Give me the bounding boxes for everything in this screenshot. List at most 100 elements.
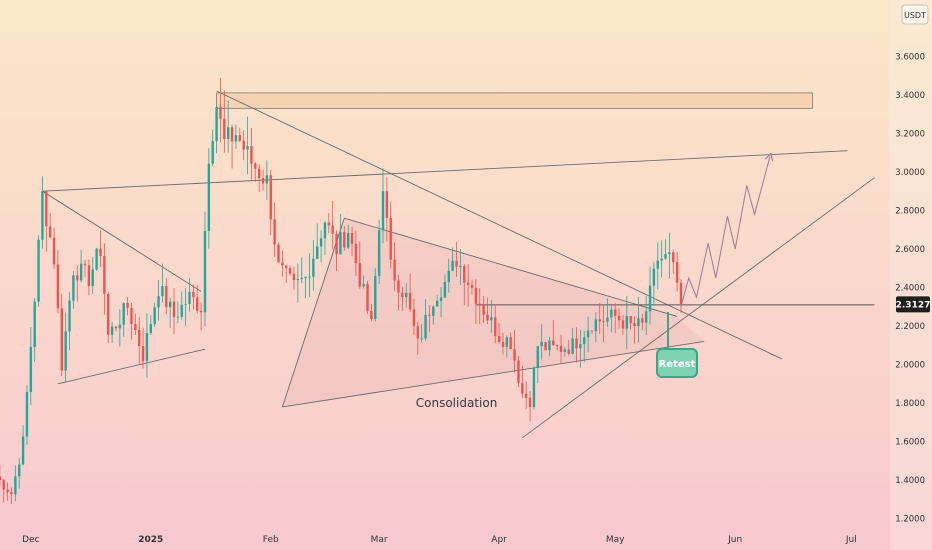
candle <box>633 316 636 344</box>
candle-body <box>354 243 358 264</box>
candle-body <box>18 464 21 477</box>
candle-body <box>668 252 671 255</box>
candle <box>6 482 9 501</box>
candle <box>288 265 292 276</box>
candle <box>571 328 574 355</box>
trend-line-triangle-bottom <box>282 341 705 408</box>
candle-body <box>435 300 439 307</box>
candle-body <box>664 254 667 259</box>
candle-body <box>52 237 56 265</box>
candle-body <box>559 345 563 352</box>
candle-body <box>227 127 230 140</box>
candle <box>346 224 350 250</box>
candle <box>33 298 36 363</box>
time-tick-label: Dec <box>22 535 39 545</box>
trend-line-dec-pennant-bottom <box>57 348 206 385</box>
candle-body <box>389 217 392 260</box>
candle-body <box>103 255 106 295</box>
candle <box>196 284 199 314</box>
candle <box>238 127 242 143</box>
candle <box>563 347 567 357</box>
candle <box>528 390 532 422</box>
price-tick-label: 1.4000 <box>895 476 925 486</box>
candle <box>176 301 180 323</box>
last-price-badge: 2.3127 <box>896 296 930 313</box>
candle <box>497 323 501 344</box>
candle-body <box>501 341 505 347</box>
candle <box>354 230 358 276</box>
candle <box>199 302 203 331</box>
candle-body <box>95 248 98 270</box>
candle-body <box>288 267 292 274</box>
candle-body <box>509 337 512 350</box>
candle-body <box>110 326 114 335</box>
candle-body <box>343 232 346 248</box>
candle-body <box>470 284 474 288</box>
candle-body <box>482 304 485 315</box>
candle <box>110 321 114 344</box>
candle <box>435 294 439 307</box>
candle <box>76 265 79 302</box>
price-tick-label: 3.0000 <box>895 168 925 178</box>
candle-body <box>610 309 613 318</box>
candle-body <box>316 246 319 259</box>
projected-path-arrow <box>680 157 770 307</box>
candle-body <box>215 107 218 142</box>
candle-body <box>196 297 199 311</box>
candle <box>153 302 156 328</box>
resistance-zone <box>216 92 813 109</box>
candle <box>87 259 91 296</box>
candle-body <box>466 282 470 285</box>
candle <box>509 332 512 350</box>
candle <box>60 294 63 377</box>
candle-body <box>72 275 75 301</box>
candle <box>370 303 373 322</box>
candle-body <box>497 336 501 342</box>
candle <box>397 274 400 311</box>
price-axis[interactable]: 3.6000 3.4000 3.2000 3.0000 2.8000 2.6000 2.40… <box>895 52 925 524</box>
candle-body <box>637 318 640 327</box>
currency-badge[interactable]: USDT <box>901 4 929 25</box>
candle <box>223 90 226 153</box>
candle-body <box>14 476 17 495</box>
candle-body <box>130 307 133 325</box>
candle-body <box>21 436 25 465</box>
candle-body <box>68 300 71 332</box>
candle-body <box>614 309 617 316</box>
candle-body <box>56 264 60 309</box>
candle <box>137 317 141 364</box>
time-axis[interactable]: Dec 2025 Feb Mar Apr May Jun Jul <box>22 535 857 545</box>
candle <box>316 223 319 260</box>
candle-body <box>327 222 331 226</box>
time-tick-label: Jul <box>845 535 857 545</box>
candle <box>652 261 656 306</box>
candle-body <box>41 191 44 240</box>
retest-annotation: Retest <box>656 312 698 378</box>
time-tick-label: Mar <box>371 535 388 545</box>
candle <box>439 287 443 318</box>
candle <box>300 257 303 284</box>
candle-body <box>648 285 652 312</box>
candle <box>203 211 207 326</box>
price-tick-label: 2.0000 <box>895 361 925 371</box>
candle <box>319 230 323 263</box>
candle <box>103 243 106 315</box>
candle-body <box>540 341 543 347</box>
candle <box>405 283 408 308</box>
candle-body <box>285 265 288 268</box>
candle-body <box>424 314 427 339</box>
candle <box>416 321 420 355</box>
candle-body <box>617 315 621 321</box>
candle <box>451 247 454 272</box>
candle <box>281 250 284 277</box>
candle <box>548 336 551 357</box>
candle <box>590 330 594 334</box>
candle-body <box>405 292 408 298</box>
candle <box>366 280 369 315</box>
candle <box>219 77 222 143</box>
price-tick-label: 3.4000 <box>895 91 925 101</box>
candle-body <box>350 233 354 244</box>
candle-body <box>48 226 52 238</box>
candle <box>323 220 327 255</box>
